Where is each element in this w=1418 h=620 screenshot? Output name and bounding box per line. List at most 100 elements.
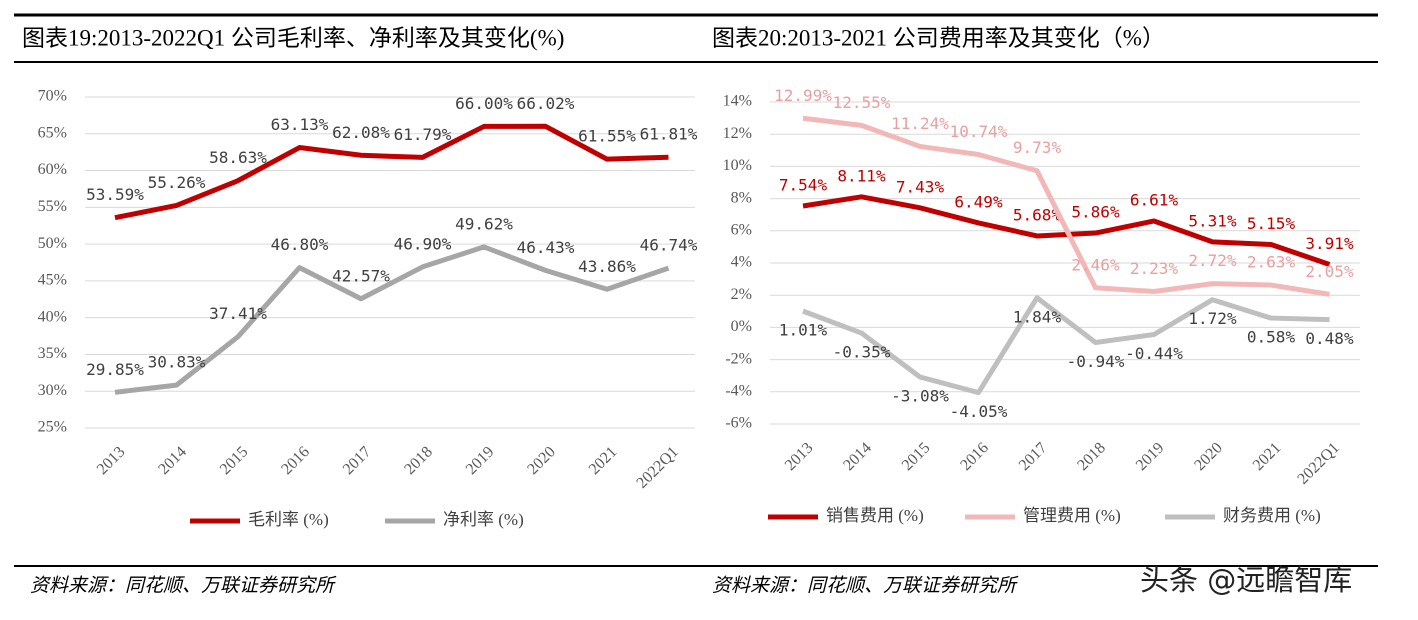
- data-label: 1.84%: [1013, 307, 1062, 326]
- data-label: 6.61%: [1130, 190, 1179, 209]
- x-tick-label: 2015: [899, 439, 934, 474]
- data-label: -0.44%: [1125, 344, 1183, 363]
- y-tick-label: 8%: [731, 189, 752, 206]
- data-label: 37.41%: [209, 304, 267, 323]
- data-label: -3.08%: [891, 386, 949, 405]
- y-tick-label: 40%: [38, 308, 67, 325]
- data-label: 46.74%: [640, 236, 698, 255]
- data-label: -0.35%: [833, 343, 891, 362]
- legend-label: 毛利率 (%): [248, 510, 329, 529]
- data-label: 3.91%: [1305, 234, 1354, 253]
- x-tick-label: 2017: [1016, 439, 1051, 474]
- data-label: 66.00%: [455, 94, 513, 113]
- x-tick-label: 2021: [586, 443, 621, 478]
- x-tick-label: 2018: [401, 443, 436, 478]
- y-tick-label: 4%: [731, 254, 752, 271]
- source: 资料来源：同花顺、万联证券研究所: [712, 574, 1019, 596]
- data-label: 46.80%: [271, 235, 329, 254]
- data-label: 5.15%: [1247, 214, 1296, 233]
- data-label: 11.24%: [891, 114, 949, 133]
- y-tick-label: -4%: [725, 382, 752, 399]
- x-tick-label: 2020: [1191, 439, 1226, 474]
- data-label: -4.05%: [950, 402, 1008, 421]
- chart-title: 图表19:2013-2022Q1 公司毛利率、净利率及其变化(%): [22, 25, 564, 50]
- legend-label: 财务费用 (%): [1223, 506, 1321, 525]
- x-tick-label: 2013: [782, 439, 817, 474]
- y-tick-label: 45%: [38, 272, 67, 289]
- data-label: 46.43%: [517, 238, 575, 257]
- data-label: 7.54%: [779, 176, 828, 195]
- data-label: 6.49%: [954, 192, 1003, 211]
- y-tick-label: 0%: [731, 318, 752, 335]
- series-line: [114, 244, 670, 395]
- data-label: 0.48%: [1305, 329, 1354, 348]
- data-label: 30.83%: [148, 353, 206, 372]
- data-label: 2.23%: [1130, 259, 1179, 278]
- data-label: 53.59%: [86, 185, 144, 204]
- data-label: 0.58%: [1247, 328, 1296, 347]
- y-tick-label: 2%: [731, 286, 752, 303]
- x-tick-label: 2017: [340, 443, 375, 478]
- data-label: 12.55%: [833, 93, 891, 112]
- x-tick-label: 2015: [217, 443, 252, 478]
- data-label: 2.72%: [1188, 251, 1237, 270]
- data-label: 42.57%: [332, 266, 390, 285]
- y-tick-label: 14%: [723, 93, 752, 110]
- data-label: 9.73%: [1013, 138, 1062, 157]
- y-tick-label: 6%: [731, 221, 752, 238]
- data-label: 10.74%: [950, 122, 1008, 141]
- x-tick-label: 2016: [957, 439, 992, 474]
- x-tick-label: 2022Q1: [1294, 439, 1342, 487]
- y-tick-label: 30%: [38, 382, 67, 399]
- y-tick-label: -2%: [725, 350, 752, 367]
- data-label: 46.90%: [394, 234, 452, 253]
- x-tick-label: 2016: [278, 443, 313, 478]
- y-tick-label: 55%: [38, 198, 67, 215]
- chart-title: 图表20:2013-2021 公司费用率及其变化（%）: [712, 25, 1165, 50]
- data-label: 66.02%: [517, 94, 575, 113]
- data-label: 8.11%: [837, 166, 886, 185]
- data-label: 62.08%: [332, 123, 390, 142]
- data-label: 2.63%: [1247, 253, 1296, 272]
- y-tick-label: -6%: [725, 415, 752, 432]
- x-tick-label: 2021: [1250, 439, 1285, 474]
- y-tick-label: 50%: [38, 235, 67, 252]
- x-tick-label: 2014: [155, 443, 190, 478]
- data-label: 61.55%: [578, 127, 636, 146]
- x-tick-label: 2014: [840, 439, 875, 474]
- y-tick-label: 60%: [38, 161, 67, 178]
- data-label: 2.46%: [1071, 255, 1120, 274]
- data-label: 5.86%: [1071, 203, 1120, 222]
- data-label: 61.79%: [394, 125, 452, 144]
- x-tick-label: 2019: [463, 443, 498, 478]
- y-tick-label: 10%: [723, 157, 752, 174]
- y-tick-label: 70%: [38, 88, 67, 105]
- data-label: 7.43%: [896, 177, 945, 196]
- y-tick-label: 25%: [38, 419, 67, 436]
- legend-label: 销售费用 (%): [826, 506, 924, 525]
- data-label: 1.72%: [1188, 309, 1237, 328]
- y-tick-label: 35%: [38, 345, 67, 362]
- data-label: 12.99%: [774, 86, 832, 105]
- data-label: 5.31%: [1188, 211, 1237, 230]
- x-tick-label: 2013: [94, 443, 129, 478]
- series-line: [114, 123, 669, 221]
- x-tick-label: 2018: [1074, 439, 1109, 474]
- data-label: 1.01%: [779, 321, 828, 340]
- y-tick-label: 12%: [723, 125, 752, 142]
- data-label: 63.13%: [271, 115, 329, 134]
- series-line: [802, 295, 1330, 396]
- data-label: 61.81%: [640, 125, 698, 144]
- data-label: 43.86%: [578, 257, 636, 276]
- watermark: 头条 @远瞻智库: [1140, 563, 1352, 597]
- data-label: -0.94%: [1067, 352, 1125, 371]
- x-tick-label: 2019: [1133, 439, 1168, 474]
- x-tick-label: 2020: [524, 443, 559, 478]
- data-label: 58.63%: [209, 148, 267, 167]
- data-label: 55.26%: [148, 173, 206, 192]
- source: 资料来源：同花顺、万联证券研究所: [30, 574, 337, 596]
- y-tick-label: 65%: [38, 124, 67, 141]
- legend-label: 净利率 (%): [443, 510, 524, 529]
- data-label: 5.68%: [1013, 205, 1062, 224]
